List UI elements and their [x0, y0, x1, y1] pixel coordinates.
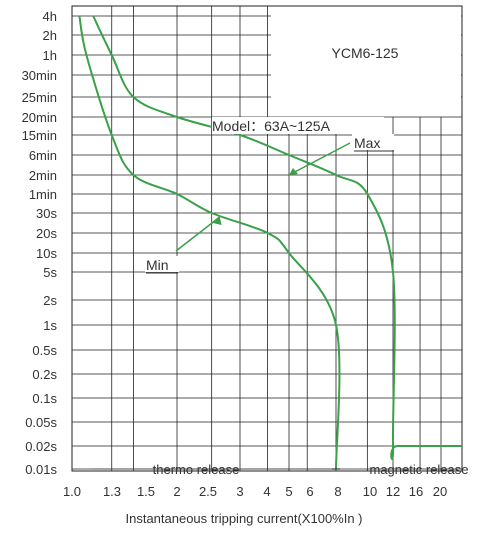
y-tick-label: 1h	[43, 48, 57, 63]
x-axis-label: Instantaneous tripping current(X100%In )	[125, 511, 362, 526]
model-label-bg	[212, 117, 384, 134]
y-tick-labels: 4h 2h 1h 30min 25min 20min 15min 6min 2min 1min 30…	[22, 9, 58, 477]
x-tick-label: 2.5	[199, 484, 217, 499]
y-tick-label: 1s	[43, 318, 57, 333]
x-tick-labels: 1.0 1.3 1.5 2 2.5 3 4 5 6 8 10 12 16 20	[63, 484, 447, 499]
y-tick-label: 10s	[36, 246, 57, 261]
chart-title: YCM6-125	[332, 45, 399, 61]
y-tick-label: 2s	[43, 293, 57, 308]
x-tick-label: 2	[173, 484, 180, 499]
y-tick-label: 0.01s	[25, 462, 57, 477]
x-tick-label: 16	[409, 484, 423, 499]
max-label: Max	[354, 135, 380, 151]
min-arrow	[212, 217, 222, 225]
magnetic-release-label: magnetic release	[370, 462, 469, 477]
y-tick-label: 0.1s	[32, 391, 57, 406]
y-tick-label: 0.5s	[32, 343, 57, 358]
y-tick-label: 4h	[43, 9, 57, 24]
y-tick-label: 0.2s	[32, 367, 57, 382]
x-tick-label: 1.3	[103, 484, 121, 499]
annotations: YCM6-125 Model：63A~125A Max Min thermo relea…	[92, 45, 469, 477]
y-tick-label: 6min	[29, 148, 57, 163]
y-tick-label: 1min	[29, 187, 57, 202]
min-label-bg	[145, 256, 179, 272]
y-tick-label: 30min	[22, 68, 57, 83]
y-tick-label: 5s	[43, 265, 57, 280]
x-tick-label: 1.0	[63, 484, 81, 499]
x-tick-label: 12	[386, 484, 400, 499]
max-leader	[288, 142, 351, 176]
title-box	[271, 7, 461, 116]
min-leader	[175, 216, 221, 252]
y-tick-label: 20min	[22, 110, 57, 125]
x-tick-label: 10	[363, 484, 377, 499]
y-tick-label: 0.02s	[25, 439, 57, 454]
y-tick-label: 15min	[22, 128, 57, 143]
min-label: Min	[146, 257, 169, 273]
y-tick-label: 2min	[29, 168, 57, 183]
curve-min	[78, 15, 341, 470]
x-tick-label: 4	[263, 484, 270, 499]
x-tick-label: 5	[285, 484, 292, 499]
y-tick-label: 2h	[43, 28, 57, 43]
x-tick-label: 1.5	[137, 484, 155, 499]
grid	[71, 5, 463, 472]
y-tick-label: 0.05s	[25, 415, 57, 430]
x-tick-label: 6	[306, 484, 313, 499]
x-tick-label: 8	[334, 484, 341, 499]
plot-frame	[71, 5, 463, 472]
curve-max	[92, 15, 462, 460]
x-tick-label: 20	[433, 484, 447, 499]
y-tick-label: 20s	[36, 226, 57, 241]
y-tick-label: 25min	[22, 90, 57, 105]
model-label: Model：63A~125A	[212, 118, 331, 134]
thermo-release-label: thermo release	[153, 462, 240, 477]
curves	[78, 15, 462, 470]
max-label-bg	[352, 134, 394, 150]
y-tick-label: 30s	[36, 206, 57, 221]
x-tick-label: 3	[236, 484, 243, 499]
max-arrow	[289, 168, 298, 175]
